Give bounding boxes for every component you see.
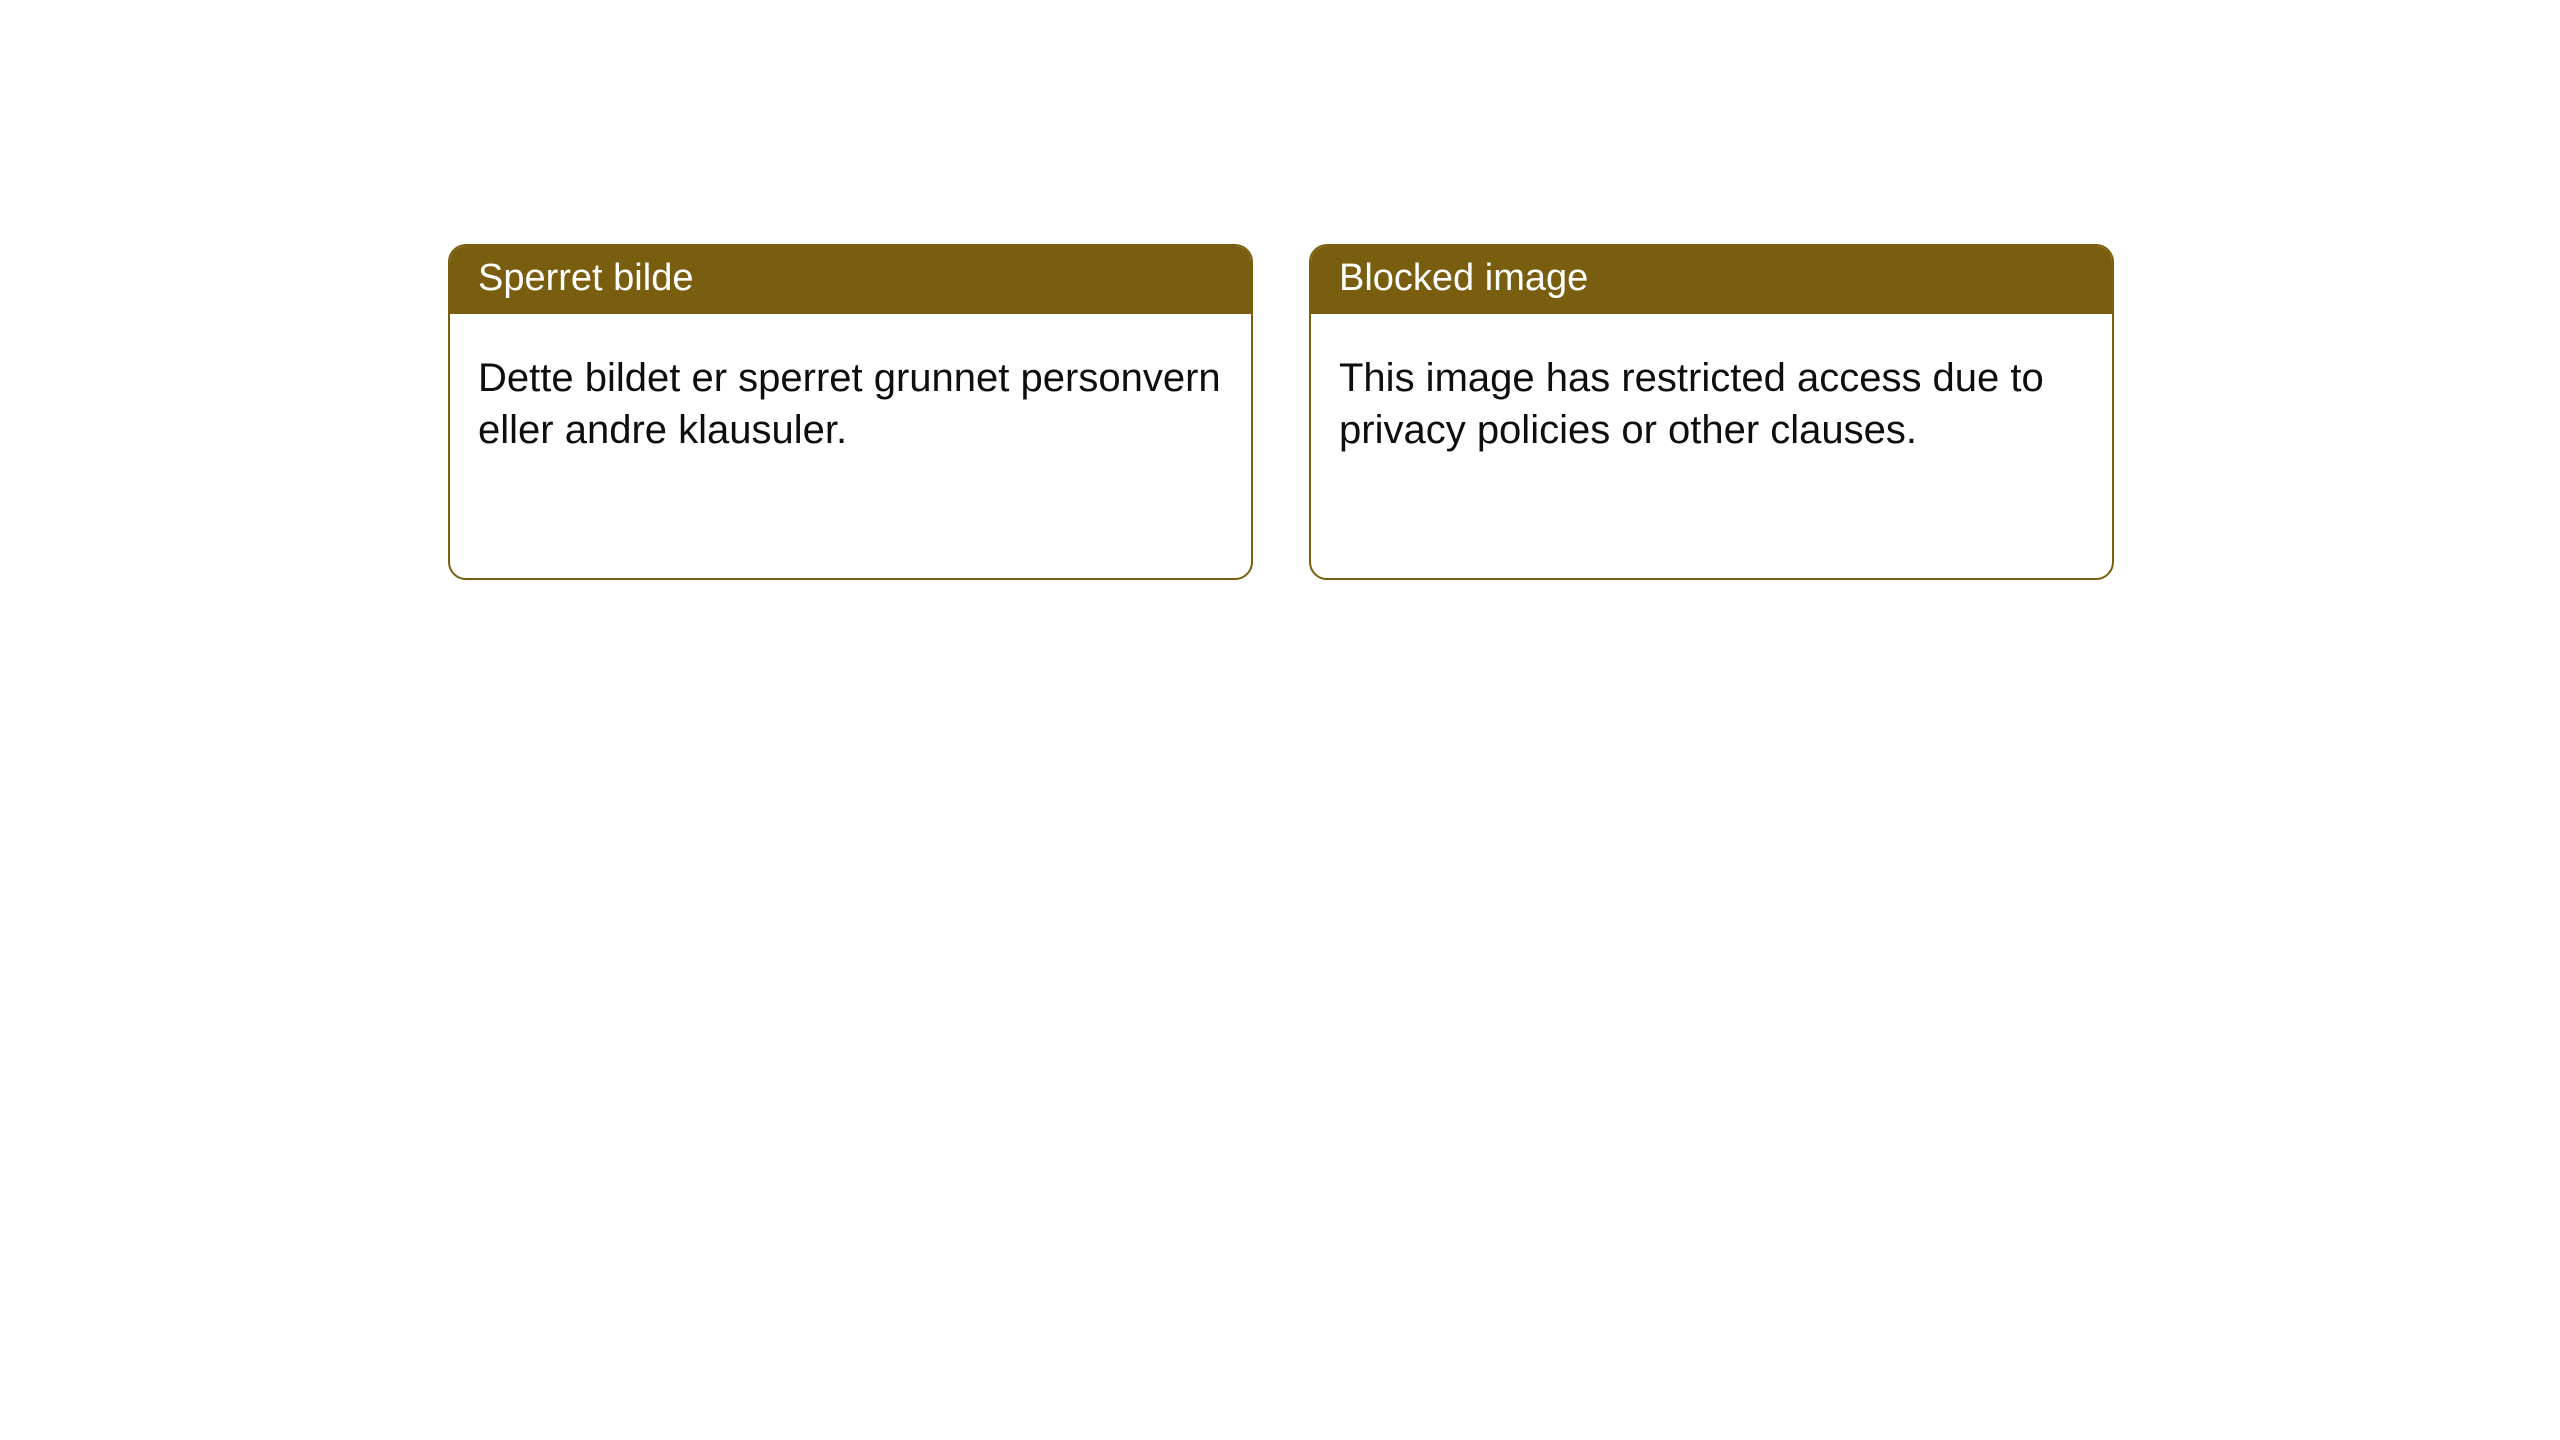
notice-title: Blocked image [1311,246,2112,314]
blocked-image-notice-no: Sperret bilde Dette bildet er sperret gr… [448,244,1253,580]
notice-container: Sperret bilde Dette bildet er sperret gr… [448,244,2560,580]
notice-body: This image has restricted access due to … [1311,314,2112,484]
blocked-image-notice-en: Blocked image This image has restricted … [1309,244,2114,580]
notice-title: Sperret bilde [450,246,1251,314]
notice-body: Dette bildet er sperret grunnet personve… [450,314,1251,484]
